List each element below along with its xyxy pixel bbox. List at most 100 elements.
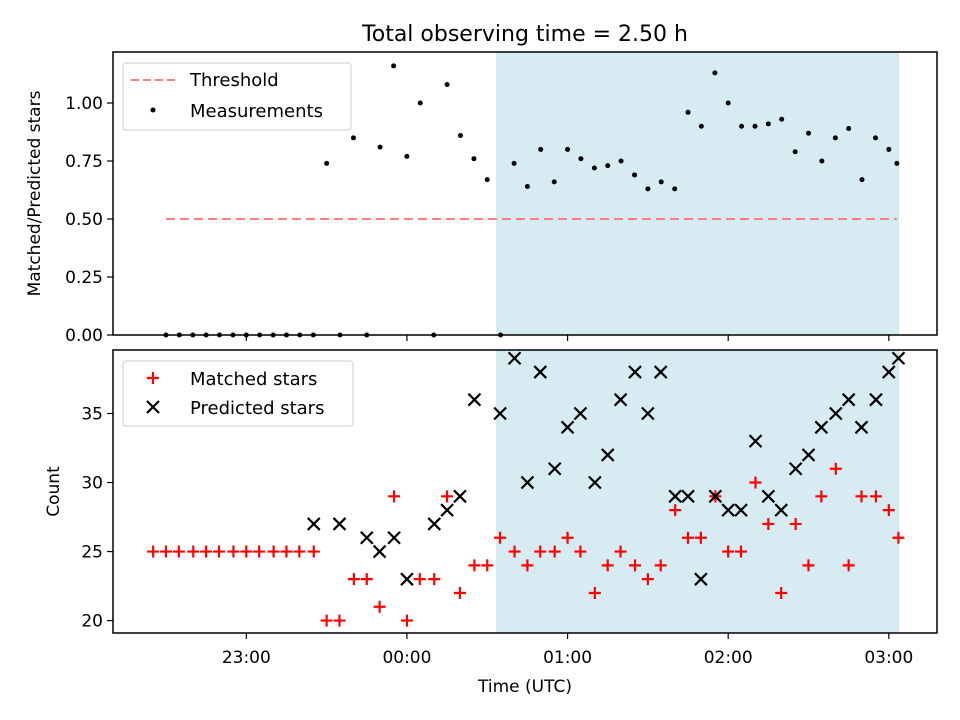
matched-star-point [654, 559, 667, 572]
measurement-point [832, 135, 838, 141]
y-tick-label: 25 [81, 543, 103, 563]
predicted-star-point [507, 351, 522, 366]
predicted-star-point [891, 351, 906, 366]
predicted-star-point [681, 489, 695, 504]
top-legend-box [122, 62, 352, 131]
predicted-star-point [869, 392, 883, 407]
matched-star-point [147, 545, 160, 558]
measurement-point [511, 160, 517, 166]
matched-star-point [682, 531, 695, 544]
matched-star-point [347, 573, 360, 586]
measurement-point [819, 158, 825, 164]
predicted-star-point [573, 406, 588, 421]
matched-star-point [829, 462, 842, 475]
x-tick-label: 02:00 [704, 648, 753, 668]
measurement-point [444, 81, 450, 87]
measurement-point [779, 116, 785, 122]
top-shaded-region [496, 51, 899, 336]
predicted-star-point [440, 503, 454, 517]
predicted-star-point [829, 406, 843, 421]
measurement-point [417, 100, 423, 106]
measurement-point [685, 109, 691, 115]
bottom-legend-box [122, 360, 354, 427]
y-tick-label: 30 [81, 474, 103, 494]
predicted-star-point [653, 365, 668, 379]
y-tick-label: 0.50 [65, 210, 103, 230]
predicted-star-point [734, 503, 748, 517]
matched-star-point [892, 531, 905, 544]
top-axes-frame [112, 51, 938, 336]
measurement-point [894, 160, 900, 166]
shaded-region [496, 349, 899, 634]
predicted-star-point [307, 517, 321, 531]
bottom-axes-frame [112, 349, 938, 634]
measurement-point [524, 184, 530, 190]
matched-star-point [160, 545, 173, 558]
matched-star-point [267, 545, 280, 558]
predicted-star-point [560, 420, 575, 435]
matched-star-point [494, 531, 507, 544]
predicted-stars-points [307, 351, 906, 586]
measurement-point [391, 63, 397, 69]
matched-star-point [227, 545, 240, 558]
predicted-star-point [332, 517, 347, 531]
matched-star-point [213, 545, 226, 558]
matched-star-point [614, 545, 627, 558]
matched-star-point [293, 545, 306, 558]
measurement-point [712, 70, 718, 76]
measurement-point [538, 146, 544, 152]
top-axes: 0.00 0.25 0.50 0.75 1.00 Matched/Predicted s… [25, 51, 938, 346]
bottom-x-ticks: 23:00 00:00 01:00 02:00 03:00 [222, 633, 913, 668]
matched-star-point [307, 545, 320, 558]
x-axis-label: Time (UTC) [477, 677, 572, 697]
measurement-point [605, 163, 611, 169]
bottom-shaded-region [496, 349, 899, 634]
measurement-point [846, 126, 852, 132]
matched-star-point [802, 559, 815, 572]
predicted-star-point [882, 365, 896, 379]
matched-star-point [601, 559, 614, 572]
predicted-star-point [613, 392, 628, 407]
matched-star-point [762, 517, 775, 530]
matched-star-point [775, 586, 788, 599]
matched-stars-legend-swatch [147, 372, 159, 384]
predicted-star-point [814, 420, 829, 435]
predicted-star-point [721, 503, 735, 517]
matched-star-point [629, 559, 642, 572]
threshold-legend-label: Threshold [189, 70, 279, 91]
matched-star-point [789, 517, 802, 530]
measurement-points [163, 63, 900, 338]
predicted-star-point [493, 406, 507, 421]
measurement-point [645, 186, 651, 192]
measurement-point [872, 135, 878, 141]
shaded-region [496, 51, 899, 336]
predicted-star-point [467, 392, 482, 407]
measurement-point [484, 177, 490, 183]
measurement-point [859, 177, 865, 183]
matched-star-point [373, 600, 386, 613]
measurement-point [792, 149, 798, 155]
predicted-star-point [387, 530, 401, 545]
predicted-star-point [520, 475, 535, 490]
matched-star-point [842, 559, 855, 572]
predicted-star-point [668, 489, 682, 504]
bottom-y-ticks: 20 25 30 35 [81, 405, 113, 632]
matched-star-point [441, 490, 454, 503]
predicted-star-point [748, 434, 763, 448]
bottom-legend: Matched stars Predicted stars [122, 360, 354, 427]
matched-star-point [187, 545, 200, 558]
predicted-star-point [547, 461, 562, 476]
measurement-point [658, 179, 664, 185]
measurement-point [806, 130, 812, 136]
measurement-point [551, 179, 557, 185]
matched-star-point [641, 573, 654, 586]
x-tick-label: 01:00 [543, 648, 592, 668]
measurement-point [350, 135, 356, 141]
predicted-star-point [427, 517, 442, 531]
predicted-star-point [453, 489, 467, 504]
matched-star-point [333, 614, 346, 627]
y-tick-label: 0.75 [65, 152, 103, 172]
measurement-point [591, 165, 597, 171]
predicted-star-point [761, 489, 776, 504]
